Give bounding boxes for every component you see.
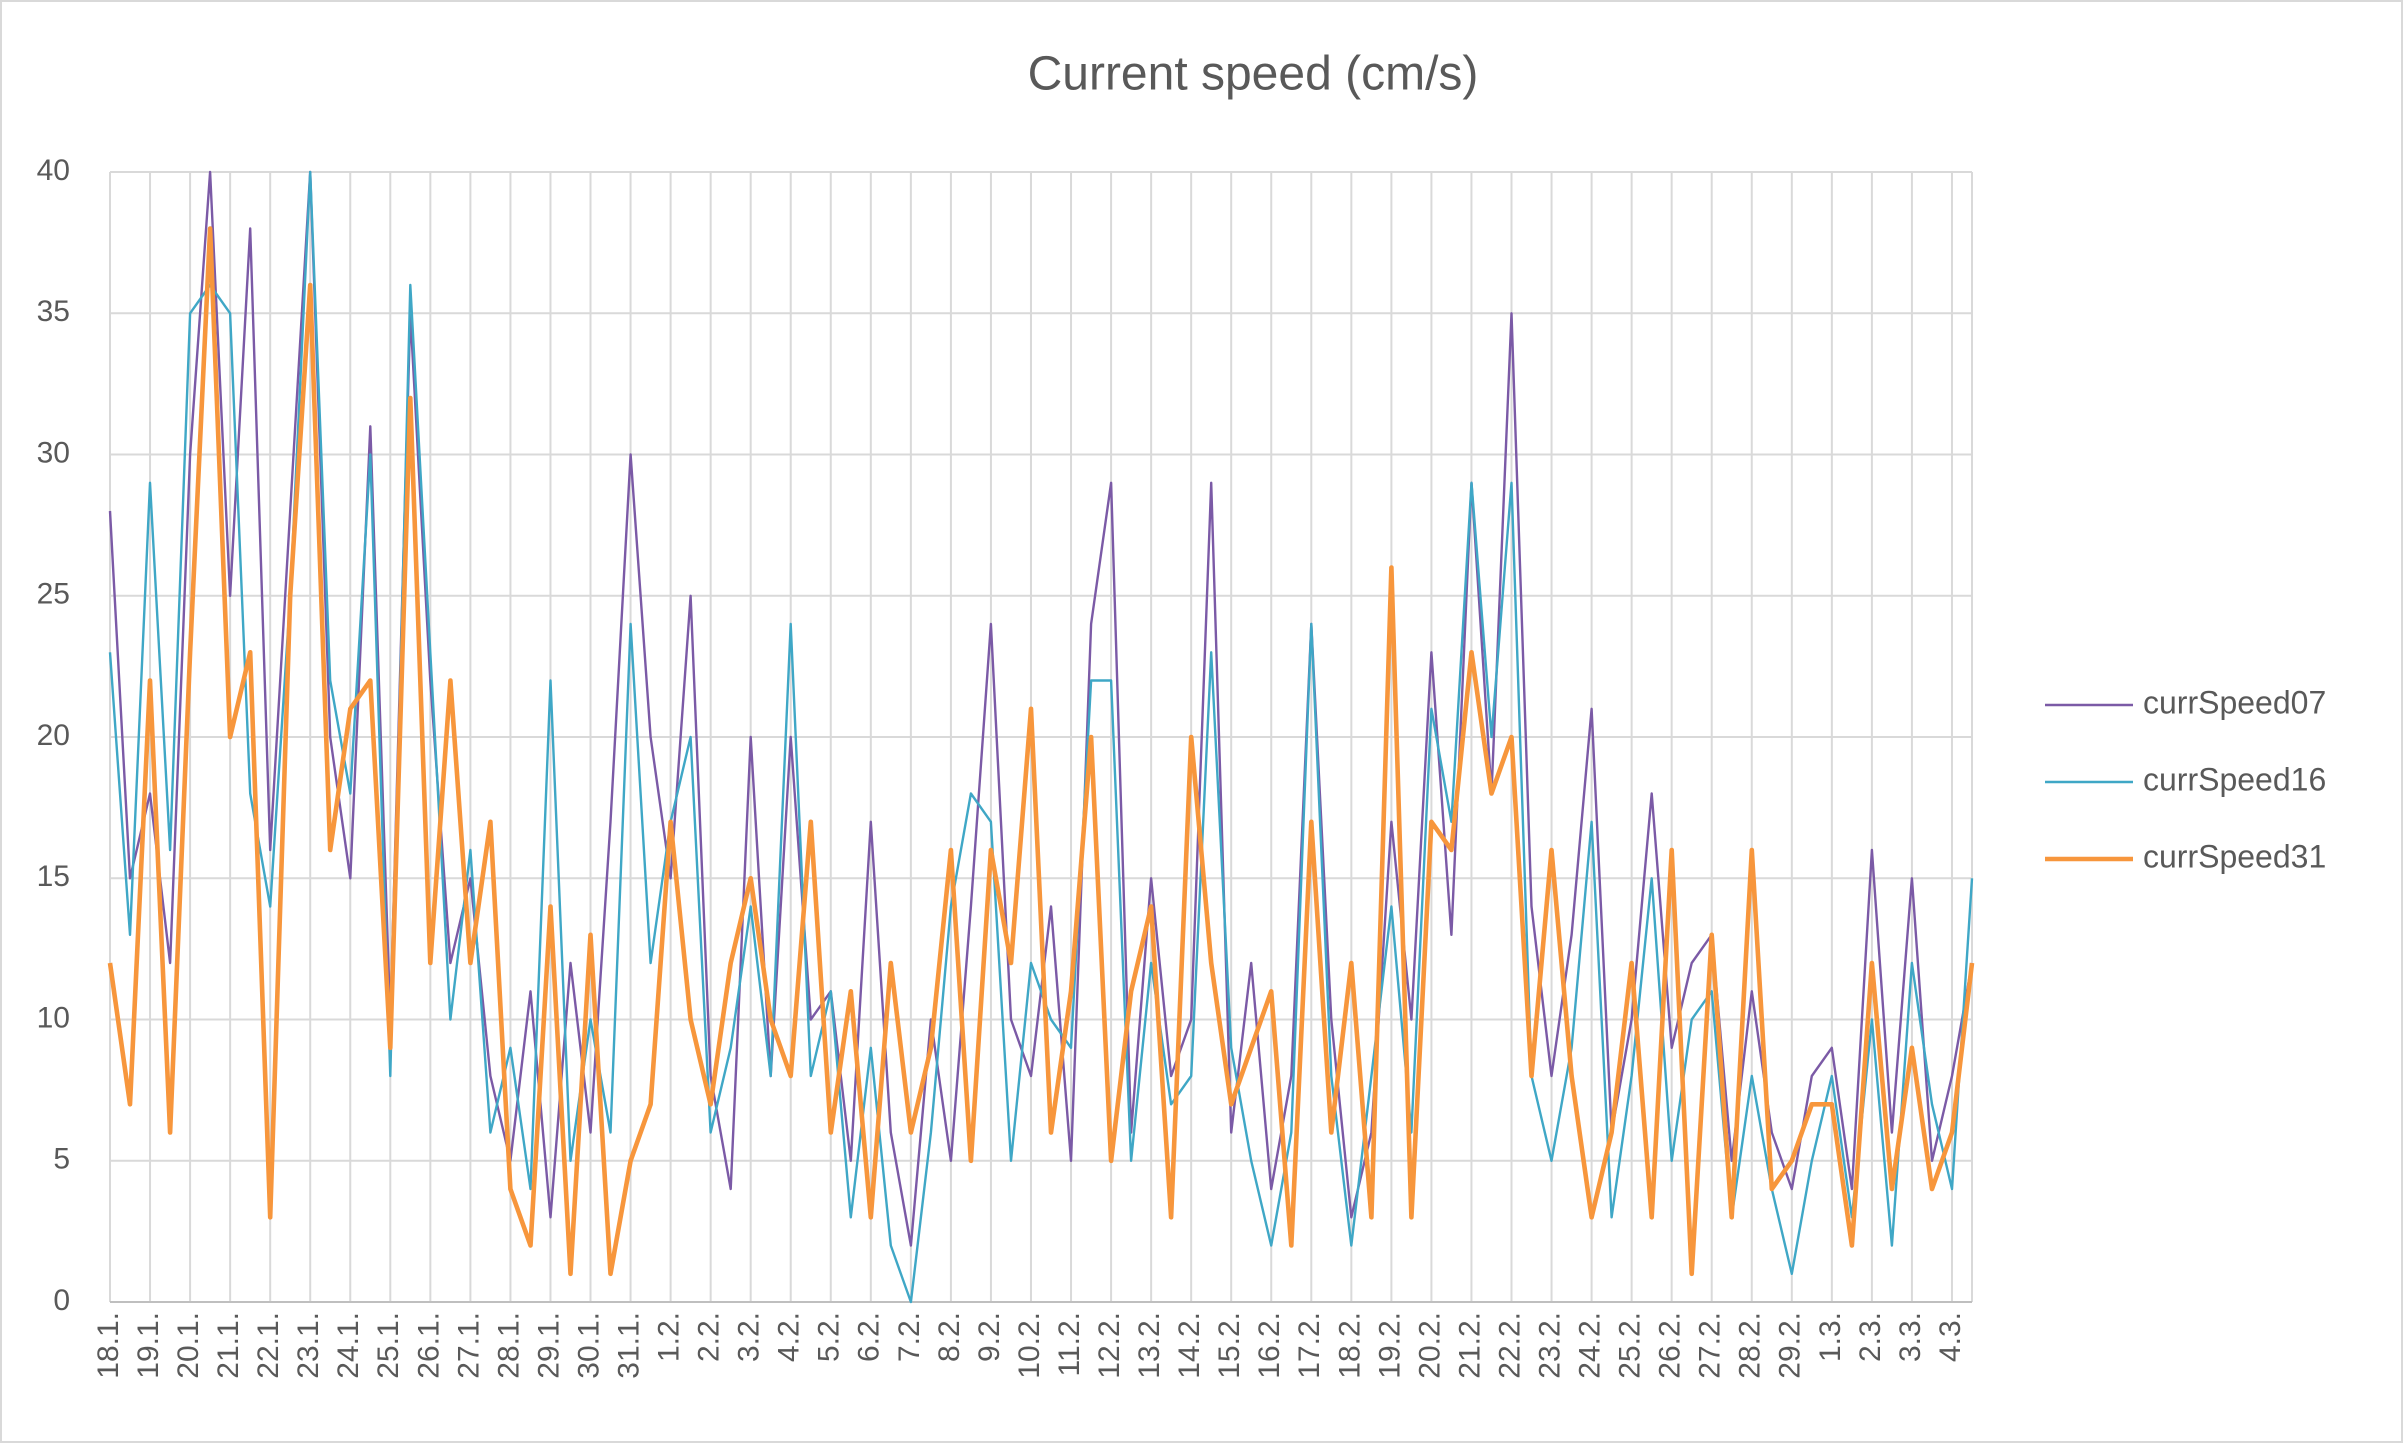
x-tick-label: 17.2. — [1293, 1312, 1326, 1379]
x-tick-label: 19.1. — [132, 1312, 165, 1379]
x-tick-label: 15.2. — [1213, 1312, 1246, 1379]
x-tick-label: 28.1. — [492, 1312, 525, 1379]
y-tick-label: 25 — [37, 578, 70, 611]
x-tick-label: 13.2. — [1133, 1312, 1166, 1379]
x-tick-label: 12.2. — [1093, 1312, 1126, 1379]
x-tick-label: 23.1. — [292, 1312, 325, 1379]
x-tick-label: 20.1. — [172, 1312, 205, 1379]
x-tick-label: 29.1. — [532, 1312, 565, 1379]
y-tick-label: 30 — [37, 436, 70, 469]
legend: currSpeed07 currSpeed16 currSpeed31 — [2045, 684, 2326, 874]
x-tick-label: 14.2. — [1173, 1312, 1206, 1379]
x-tick-label: 19.2. — [1373, 1312, 1406, 1379]
plot-lines — [107, 170, 1975, 1304]
y-tick-label: 40 — [37, 154, 70, 187]
x-tick-label: 18.1. — [92, 1312, 125, 1379]
y-tick-label: 5 — [53, 1143, 70, 1176]
x-tick-label: 4.3. — [1934, 1312, 1967, 1362]
x-tick-label: 22.1. — [252, 1312, 285, 1379]
x-tick-label: 10.2. — [1013, 1312, 1046, 1379]
x-tick-label: 3.2. — [733, 1312, 766, 1362]
legend-label: currSpeed31 — [2143, 838, 2326, 874]
x-tick-label: 24.2. — [1574, 1312, 1607, 1379]
x-tick-label: 23.2. — [1533, 1312, 1566, 1379]
x-tick-label: 1.2. — [653, 1312, 686, 1362]
x-tick-label: 22.2. — [1493, 1312, 1526, 1379]
x-tick-label: 3.3. — [1894, 1312, 1927, 1362]
legend-label: currSpeed07 — [2143, 684, 2326, 720]
tick-labels: 0 5 10 15 20 25 30 35 40 18.1. 19.1. 20.1. 21.1. 22.1… — [37, 154, 1967, 1379]
y-tick-label: 0 — [53, 1284, 70, 1317]
legend-label: currSpeed16 — [2143, 761, 2326, 797]
x-tick-label: 21.2. — [1453, 1312, 1486, 1379]
x-tick-label: 11.2. — [1053, 1312, 1086, 1377]
y-tick-label: 35 — [37, 295, 70, 328]
x-tick-label: 26.1. — [412, 1312, 445, 1379]
x-tick-label: 27.1. — [452, 1312, 485, 1379]
x-tick-label: 7.2. — [893, 1312, 926, 1362]
chart-title: Current speed (cm/s) — [1028, 48, 1479, 101]
x-tick-label: 9.2. — [973, 1312, 1006, 1362]
x-tick-label: 20.2. — [1413, 1312, 1446, 1379]
x-tick-label: 4.2. — [773, 1312, 806, 1362]
y-tick-label: 20 — [37, 719, 70, 752]
x-tick-label: 28.2. — [1734, 1312, 1767, 1379]
x-tick-label: 24.1. — [332, 1312, 365, 1379]
y-tick-label: 15 — [37, 860, 70, 893]
y-tick-label: 10 — [37, 1001, 70, 1034]
x-tick-label: 2.3. — [1854, 1312, 1887, 1362]
x-tick-label: 8.2. — [933, 1312, 966, 1362]
x-tick-label: 30.1. — [572, 1312, 605, 1379]
x-tick-label: 21.1. — [212, 1312, 245, 1379]
x-tick-label: 18.2. — [1333, 1312, 1366, 1379]
x-tick-label: 27.2. — [1694, 1312, 1727, 1379]
x-tick-label: 29.2. — [1774, 1312, 1807, 1379]
series-line — [107, 226, 1975, 1277]
x-tick-label: 2.2. — [693, 1312, 726, 1362]
x-tick-label: 5.2. — [813, 1312, 846, 1362]
x-tick-label: 1.3. — [1814, 1312, 1847, 1362]
x-tick-label: 26.2. — [1654, 1312, 1687, 1379]
x-tick-label: 25.2. — [1614, 1312, 1647, 1379]
x-tick-label: 16.2. — [1253, 1312, 1286, 1379]
x-tick-label: 6.2. — [853, 1312, 886, 1362]
x-tick-label: 25.1. — [372, 1312, 405, 1379]
x-tick-label: 31.1. — [612, 1312, 645, 1379]
